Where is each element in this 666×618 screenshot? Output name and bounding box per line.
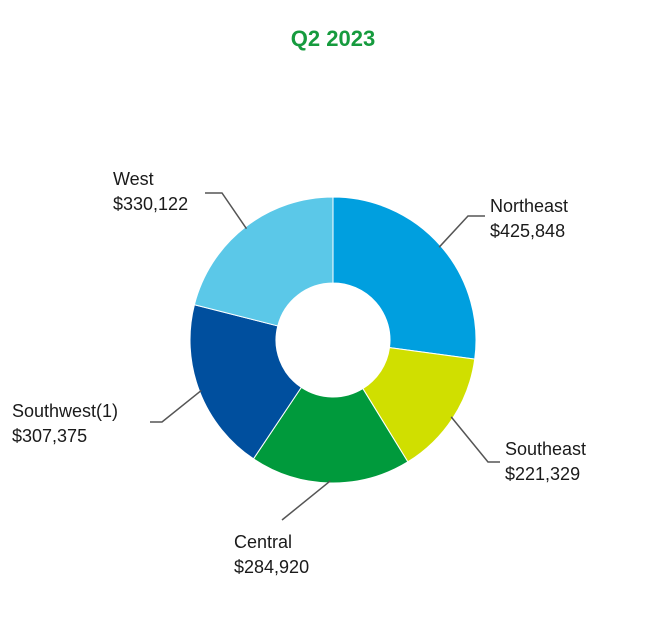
leader-line bbox=[281, 480, 331, 521]
slice-value-label: $221,329 bbox=[505, 464, 580, 484]
donut-slice bbox=[189, 304, 302, 460]
leader-line bbox=[450, 416, 500, 463]
slice-label: Southeast bbox=[505, 439, 586, 459]
donut-slice bbox=[252, 386, 409, 484]
slice-label: Southwest(1) bbox=[12, 401, 118, 421]
chart-title: Q2 2023 bbox=[291, 26, 375, 51]
slice-label: West bbox=[113, 169, 154, 189]
leader-line bbox=[150, 389, 202, 423]
slice-value-label: $425,848 bbox=[490, 221, 565, 241]
donut-slice bbox=[193, 196, 334, 327]
slice-label: Northeast bbox=[490, 196, 568, 216]
leader-line bbox=[205, 192, 248, 230]
slice-value-label: $330,122 bbox=[113, 194, 188, 214]
leader-line bbox=[438, 215, 485, 248]
slice-value-label: $307,375 bbox=[12, 426, 87, 446]
donut-slice bbox=[332, 196, 477, 360]
slice-label: Central bbox=[234, 532, 292, 552]
slice-value-label: $284,920 bbox=[234, 557, 309, 577]
